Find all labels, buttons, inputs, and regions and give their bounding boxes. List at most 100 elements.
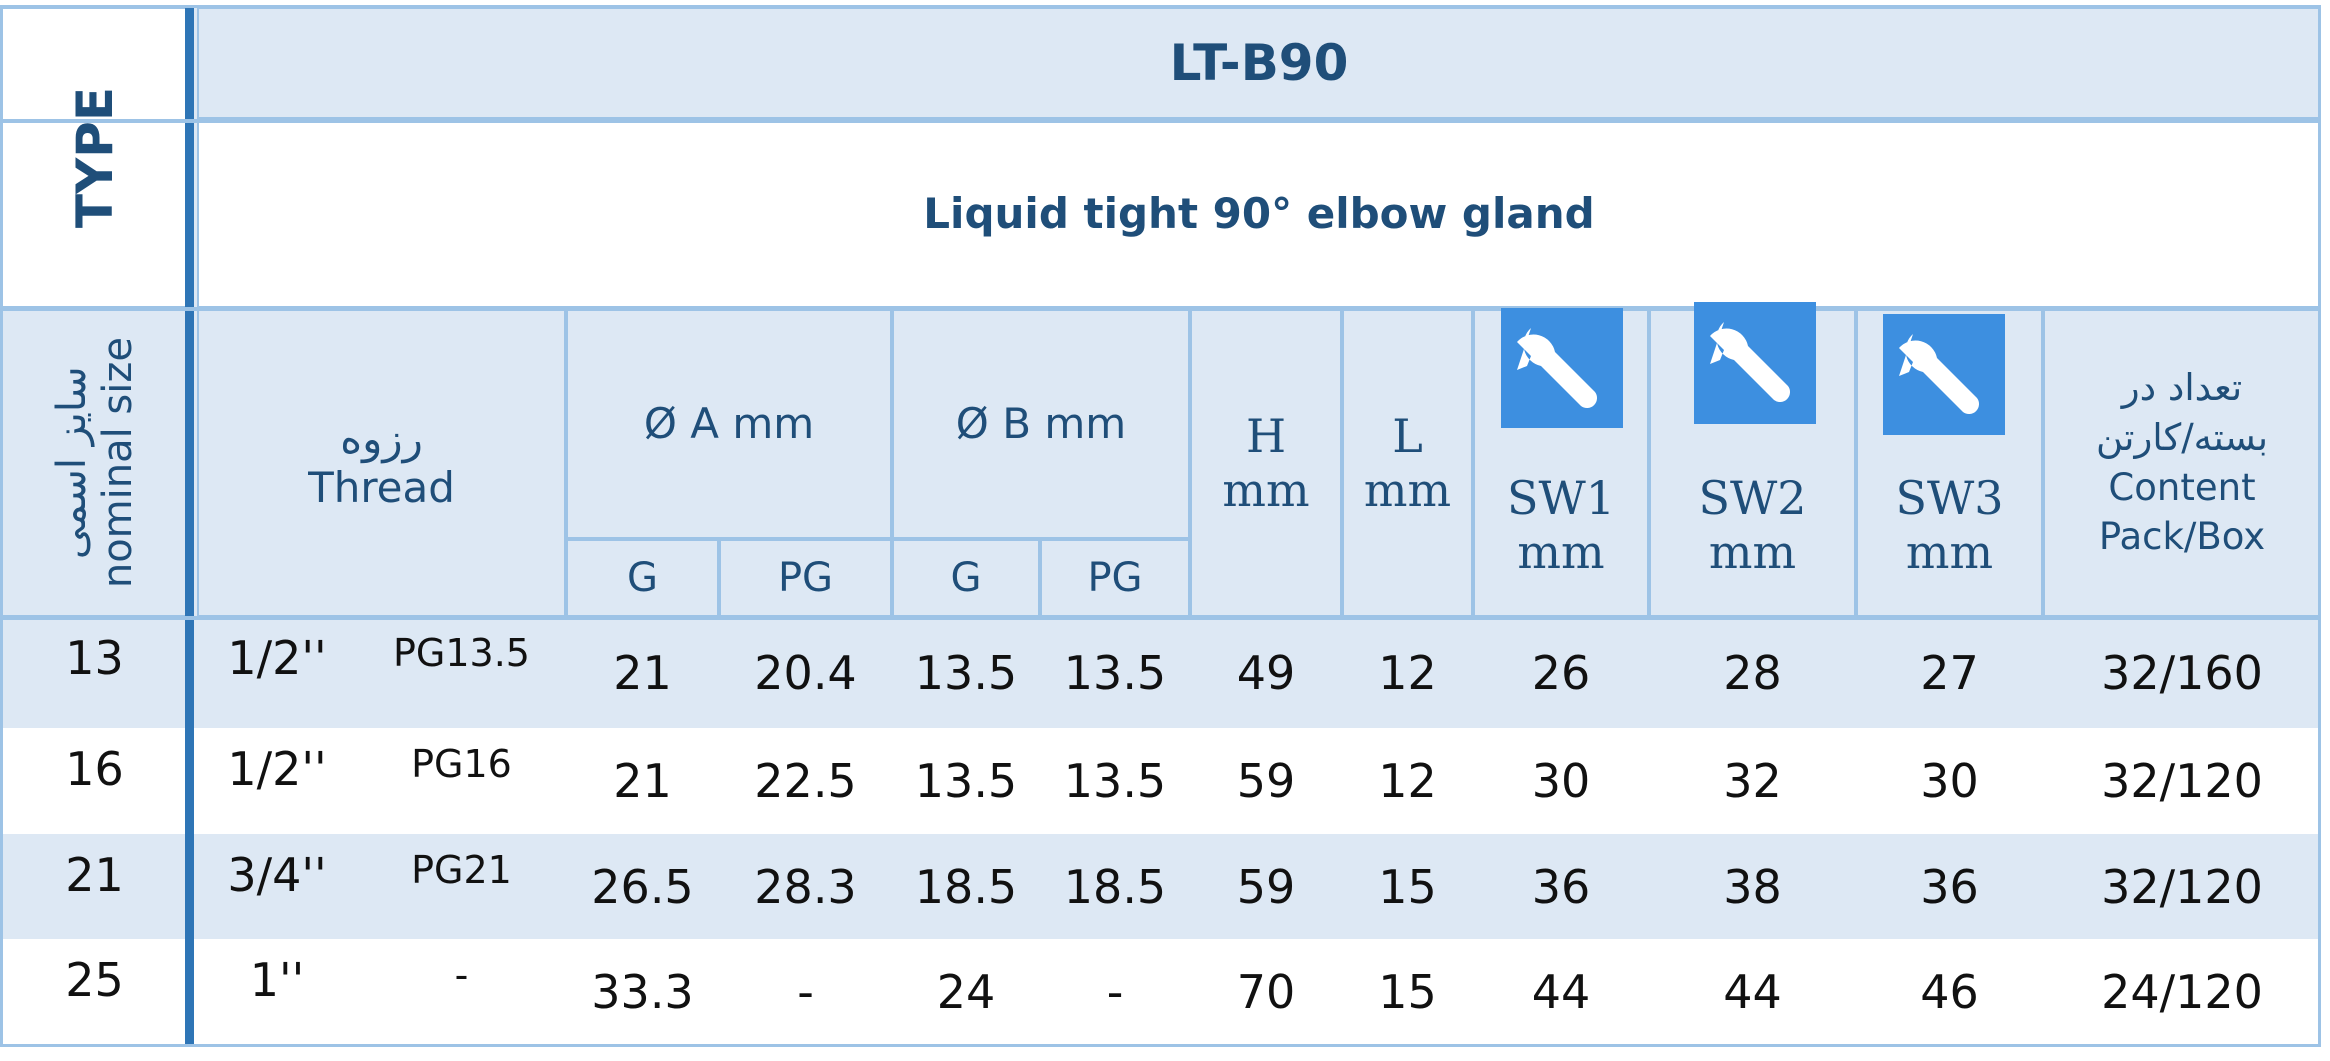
dia-b-pg: PG xyxy=(1040,539,1190,617)
wrench-icon xyxy=(1883,314,2005,435)
table-cell-text: 59 xyxy=(1236,754,1296,808)
content-header-text: تعداد در xyxy=(2121,365,2243,409)
table-cell-text: 24/120 xyxy=(2101,965,2263,1019)
table-cell-text: 26.5 xyxy=(591,859,694,914)
table-cell: 12 xyxy=(1342,728,1473,834)
table-cell: 32/120 xyxy=(2043,834,2321,939)
table-cell: 32 xyxy=(1649,728,1856,834)
table-cell-text: 13.5 xyxy=(914,645,1018,700)
sw3-header-text: SW3 xyxy=(1895,471,2004,525)
table-cell: 33.3 xyxy=(566,939,719,1045)
table-cell: 21 xyxy=(566,728,719,834)
table-cell-text: PG13.5 xyxy=(393,631,530,675)
table-cell: 30 xyxy=(1473,728,1649,834)
sw2-header-text: mm xyxy=(1708,525,1797,579)
table-cell: 49 xyxy=(1190,617,1342,728)
l-header-text: L xyxy=(1392,408,1423,463)
table-cell: 3/4'' xyxy=(197,834,357,939)
table-cell: 28 xyxy=(1649,617,1856,728)
table-cell: 18.5 xyxy=(1040,834,1190,939)
dia-a-g-text: G xyxy=(627,555,658,601)
table-cell-text: 28 xyxy=(1723,645,1782,700)
sw2-header: SW2 mm xyxy=(1649,440,1856,610)
table-cell-text: 21 xyxy=(65,848,124,902)
table-cell: 26 xyxy=(1473,617,1649,728)
table-cell-text: 59 xyxy=(1236,859,1296,914)
content-header-text: Content xyxy=(2108,465,2256,509)
table-cell: PG16 xyxy=(357,728,566,834)
table-cell: 44 xyxy=(1473,939,1649,1045)
table-cell-text: 18.5 xyxy=(1063,859,1167,914)
table-cell: - xyxy=(1040,939,1190,1045)
content-header-text: بسته/کارتن xyxy=(2096,415,2268,459)
dia-b-g-text: G xyxy=(950,555,982,601)
table-cell: - xyxy=(357,939,566,1045)
l-header-text: mm xyxy=(1363,462,1452,517)
dia-b-header-text: Ø B mm xyxy=(955,399,1127,448)
table-cell: 13.5 xyxy=(1040,617,1190,728)
table-cell-text: 21 xyxy=(613,754,672,808)
table-cell-text: 3/4'' xyxy=(227,848,327,902)
table-cell-text: 27 xyxy=(1920,645,1979,700)
table-cell-text: 25 xyxy=(65,953,124,1007)
wrench-icon xyxy=(1694,302,1816,424)
dia-b-header: Ø B mm xyxy=(892,308,1190,539)
table-cell: 1/2'' xyxy=(197,728,357,834)
wrench-icon xyxy=(1501,308,1623,428)
rule xyxy=(0,307,2321,311)
table-cell: 13.5 xyxy=(892,728,1040,834)
table-cell-text: 12 xyxy=(1378,645,1437,700)
table-cell: 59 xyxy=(1190,834,1342,939)
subtitle-text: Liquid tight 90° elbow gland xyxy=(923,189,1595,238)
sw3-header-text: mm xyxy=(1905,525,1994,579)
subtitle-bg xyxy=(197,119,2321,308)
table-cell-text: 1/2'' xyxy=(227,742,327,796)
table-cell-text: 16 xyxy=(65,742,124,796)
table-cell: 13.5 xyxy=(1040,728,1190,834)
table-cell-text: 32/120 xyxy=(2101,859,2263,914)
table-cell-text: 36 xyxy=(1531,859,1591,914)
table-cell: 30 xyxy=(1856,728,2043,834)
dia-a-pg-text: PG xyxy=(777,555,834,601)
table-cell-text: 38 xyxy=(1723,859,1782,914)
table-cell: 70 xyxy=(1190,939,1342,1045)
table-cell: 59 xyxy=(1190,728,1342,834)
table-cell-text: 36 xyxy=(1920,859,1979,914)
row-bg xyxy=(0,728,2321,834)
table-cell: 1/2'' xyxy=(197,617,357,728)
table-cell-text: 28.3 xyxy=(754,859,857,914)
table-cell-text: 13.5 xyxy=(1063,645,1167,700)
table-cell-text: 18.5 xyxy=(914,859,1018,914)
table-cell-text: - xyxy=(797,965,814,1019)
table-cell-text: - xyxy=(454,953,469,997)
h-header-text: H xyxy=(1245,408,1287,463)
table-cell-text: PG21 xyxy=(411,848,512,892)
table-cell-text: 26 xyxy=(1531,645,1591,700)
thread-header-text: رزوه xyxy=(340,413,423,463)
table-cell-text: 24 xyxy=(936,965,996,1019)
sw1-header: SW1 mm xyxy=(1473,440,1649,610)
type-bg xyxy=(0,7,189,308)
table-cell: 1'' xyxy=(197,939,357,1045)
table-cell-text: 30 xyxy=(1920,754,1979,808)
sw1-header-text: SW1 xyxy=(1506,471,1616,525)
rule xyxy=(0,616,2321,620)
table-cell-text: 21 xyxy=(613,645,672,700)
row-bg xyxy=(0,939,2321,1045)
table-cell: 22.5 xyxy=(719,728,892,834)
table-cell: 38 xyxy=(1649,834,1856,939)
table-cell: 18.5 xyxy=(892,834,1040,939)
sw1-header-text: mm xyxy=(1517,525,1605,579)
table-cell: 36 xyxy=(1473,834,1649,939)
table-cell: 44 xyxy=(1649,939,1856,1045)
table-cell-text: 44 xyxy=(1723,965,1782,1019)
table-cell: PG21 xyxy=(357,834,566,939)
table-cell: 24 xyxy=(892,939,1040,1045)
table-cell-text: 46 xyxy=(1920,965,1979,1019)
outer-border xyxy=(0,5,2321,1047)
table-cell-text: 1'' xyxy=(249,953,305,1007)
table-cell-text: 13.5 xyxy=(914,754,1018,808)
table-cell: 32/160 xyxy=(2043,617,2321,728)
